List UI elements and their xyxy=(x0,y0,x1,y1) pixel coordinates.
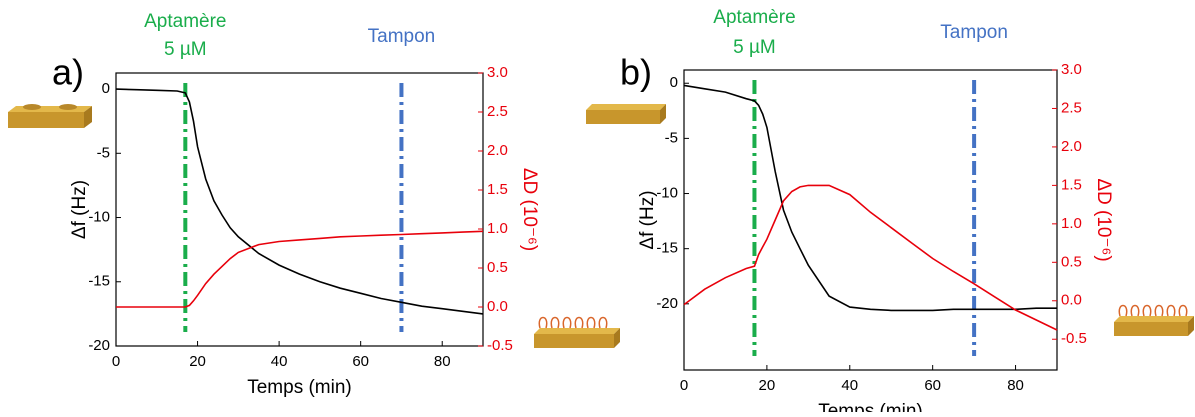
y2-tick-label: 2.0 xyxy=(1061,138,1082,155)
y2-tick-label: 2.0 xyxy=(487,142,508,159)
y2-tick-label: 2.5 xyxy=(487,103,508,120)
y-axis-title: Δf (Hz) xyxy=(637,190,658,249)
y2-axis-title: ΔD (10⁻⁶) xyxy=(519,168,540,251)
plot-frame xyxy=(683,69,1058,371)
event-label: Aptamère xyxy=(144,11,226,32)
x-axis-title: Temps (min) xyxy=(818,401,923,412)
y-tick-label: -10 xyxy=(656,184,678,201)
y2-tick-label: 0.0 xyxy=(487,298,508,315)
y-tick-label: -15 xyxy=(88,273,110,290)
x-axis-title: Temps (min) xyxy=(247,377,352,398)
y-tick-label: 0 xyxy=(102,80,110,97)
data-line xyxy=(116,230,484,308)
y2-tick-label: 1.0 xyxy=(487,220,508,237)
y2-tick-label: 0.5 xyxy=(1061,253,1082,270)
y-tick-label: -5 xyxy=(665,129,678,146)
y2-tick-label: 3.0 xyxy=(487,64,508,81)
event-label: 5 µM xyxy=(164,39,207,60)
panel-label: b) xyxy=(620,52,652,93)
data-line xyxy=(115,88,484,315)
y-tick-label: -15 xyxy=(656,240,678,257)
x-tick-label: 20 xyxy=(189,353,206,370)
y-tick-label: -5 xyxy=(97,144,110,161)
x-tick-label: 80 xyxy=(1007,377,1024,394)
event-label: Tampon xyxy=(940,22,1008,43)
x-tick-label: 80 xyxy=(434,353,451,370)
x-tick-label: 60 xyxy=(924,377,941,394)
y2-tick-label: 2.5 xyxy=(1061,99,1082,116)
plot-frame xyxy=(115,72,484,347)
y-tick-label: -20 xyxy=(88,337,110,354)
data-line xyxy=(683,184,1058,331)
x-tick-label: 60 xyxy=(352,353,369,370)
surface-icon xyxy=(586,104,666,124)
y-tick-label: -10 xyxy=(88,208,110,225)
x-tick-label: 40 xyxy=(271,353,288,370)
surface-icon xyxy=(1114,304,1194,336)
y-axis-title: Δf (Hz) xyxy=(69,180,90,239)
y2-tick-label: -0.5 xyxy=(1061,330,1087,347)
y-tick-label: 0 xyxy=(670,74,678,91)
y2-tick-label: 0.5 xyxy=(487,259,508,276)
event-label: Tampon xyxy=(368,26,436,47)
y-tick-label: -20 xyxy=(656,295,678,312)
y2-tick-label: 0.0 xyxy=(1061,292,1082,309)
y2-tick-label: 1.5 xyxy=(1061,176,1082,193)
y2-tick-label: 3.0 xyxy=(1061,61,1082,78)
x-tick-label: 0 xyxy=(112,353,120,370)
event-label: Aptamère xyxy=(713,7,795,28)
event-label: 5 µM xyxy=(733,37,776,58)
y2-tick-label: -0.5 xyxy=(487,337,513,354)
x-tick-label: 40 xyxy=(841,377,858,394)
y2-tick-label: 1.5 xyxy=(487,181,508,198)
y2-tick-label: 1.0 xyxy=(1061,215,1082,232)
panel-label: a) xyxy=(52,52,84,93)
y2-axis-title: ΔD (10⁻⁶) xyxy=(1093,178,1114,261)
data-line xyxy=(683,84,1057,312)
surface-icon xyxy=(534,316,620,348)
x-tick-label: 0 xyxy=(680,377,688,394)
x-tick-label: 20 xyxy=(759,377,776,394)
surface-icon xyxy=(8,104,92,128)
